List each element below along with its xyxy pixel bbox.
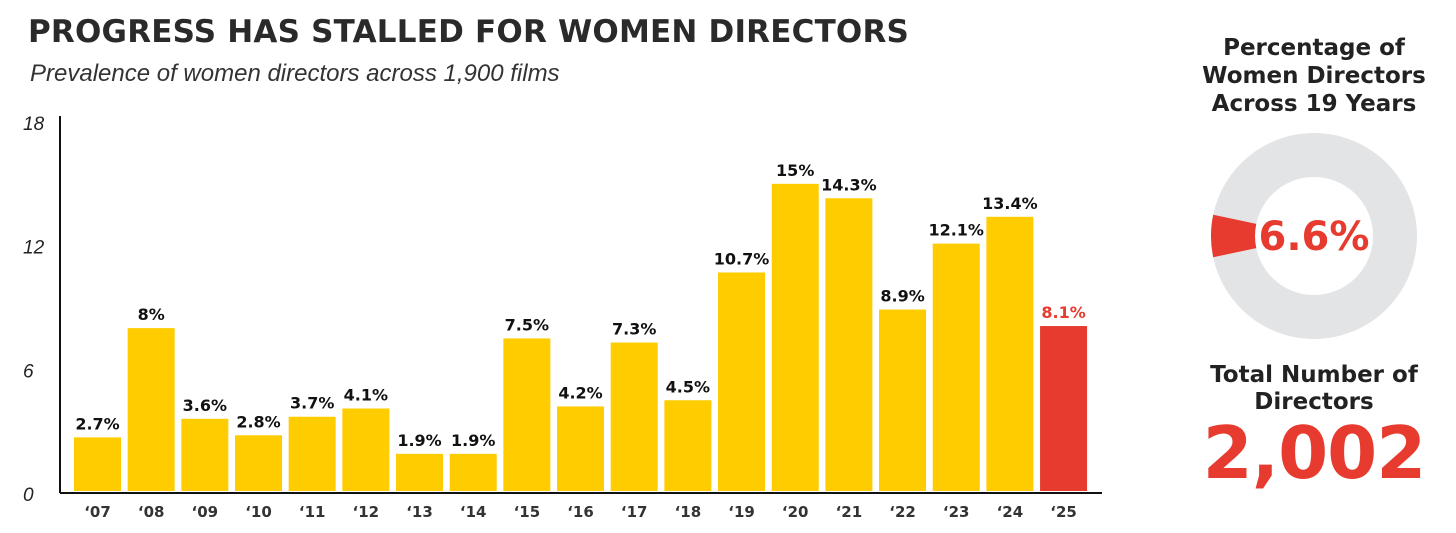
bar-value-label: 3.6% xyxy=(183,396,227,415)
x-tick-label: ‘08 xyxy=(138,503,165,521)
y-tick-label: 6 xyxy=(23,361,34,382)
bar xyxy=(986,216,1034,492)
bar-labels: 2.7% 8% 3.6% 2.8% 3.7% 4.1% 1.9% 1.9% 7.5% 4.2% 7.… xyxy=(75,161,1085,450)
x-tick-label: ‘10 xyxy=(245,503,272,521)
bar xyxy=(396,453,444,491)
x-tick-label: ‘25 xyxy=(1050,503,1077,521)
bar-value-label: 3.7% xyxy=(290,394,334,413)
x-tick-label: ‘07 xyxy=(84,503,111,521)
donut-value-arc xyxy=(1211,214,1257,258)
bar-value-label: 8% xyxy=(138,305,165,324)
donut-value-label: 6.6% xyxy=(1259,214,1370,260)
donut-title: Percentage of Women Directors Across 19 … xyxy=(1202,35,1426,117)
bar-value-label: 10.7% xyxy=(714,249,770,268)
bar-value-label: 15% xyxy=(776,161,814,180)
bar-value-label: 7.3% xyxy=(612,320,656,339)
x-axis: ‘07 ‘08 ‘09 ‘10 ‘11 ‘12 ‘13 ‘14 ‘15 ‘16 ‘17 ‘18 ‘19 ‘… xyxy=(60,492,1102,521)
chart-title: PROGRESS HAS STALLED FOR WOMEN DIRECTORS xyxy=(28,14,910,50)
bar-value-label: 4.5% xyxy=(666,377,710,396)
x-tick-label: ‘16 xyxy=(567,503,594,521)
x-tick-label: ‘23 xyxy=(943,503,970,521)
bar xyxy=(932,243,980,491)
bar xyxy=(718,272,766,491)
y-tick-label: 18 xyxy=(23,114,45,135)
bar-value-label: 2.7% xyxy=(75,414,119,433)
x-tick-label: ‘17 xyxy=(621,503,648,521)
x-tick-label: ‘09 xyxy=(192,503,219,521)
total-directors-value: 2,002 xyxy=(1202,411,1427,495)
bar-value-label: 12.1% xyxy=(928,221,984,240)
bar xyxy=(127,328,175,491)
bar-value-label: 13.4% xyxy=(982,194,1038,213)
chart-subtitle: Prevalence of women directors across 1,9… xyxy=(30,60,560,87)
bar xyxy=(825,198,873,491)
x-tick-label: ‘15 xyxy=(514,503,541,521)
bar xyxy=(342,408,390,491)
bar-value-label: 2.8% xyxy=(236,412,280,431)
donut-chart: 6.6% xyxy=(1211,133,1417,339)
x-tick-label: ‘20 xyxy=(782,503,809,521)
bar xyxy=(610,342,658,491)
bar xyxy=(664,400,712,491)
x-tick-label: ‘21 xyxy=(836,503,863,521)
bar xyxy=(449,453,497,491)
bar-value-label: 4.1% xyxy=(344,385,388,404)
bar-value-label: 14.3% xyxy=(821,175,877,194)
bar xyxy=(557,406,605,491)
bars xyxy=(74,183,1088,492)
x-tick-label: ‘22 xyxy=(889,503,916,521)
x-tick-label: ‘18 xyxy=(675,503,702,521)
x-tick-label: ‘19 xyxy=(728,503,755,521)
bar-chart: 0 6 12 18 2.7% 8% 3.6% 2.8% 3.7% 4.1% 1.9% 1.9% 7.5… xyxy=(23,114,1102,521)
bar-value-label: 8.1% xyxy=(1041,303,1085,322)
total-directors-title: Total Number of Directors xyxy=(1210,362,1418,415)
y-tick-label: 0 xyxy=(23,485,34,506)
y-tick-label: 12 xyxy=(23,238,45,259)
x-tick-label: ‘24 xyxy=(997,503,1024,521)
x-tick-label: ‘14 xyxy=(460,503,487,521)
bar xyxy=(771,183,819,492)
x-tick-label: ‘12 xyxy=(353,503,380,521)
bar-value-label: 1.9% xyxy=(397,431,441,450)
bar xyxy=(288,416,336,491)
bar xyxy=(879,309,927,491)
bar xyxy=(235,435,283,491)
bar-value-label: 7.5% xyxy=(505,315,549,334)
bar-value-label: 4.2% xyxy=(558,383,602,402)
bar xyxy=(503,338,551,491)
x-tick-label: ‘11 xyxy=(299,503,326,521)
y-axis: 0 6 12 18 xyxy=(23,114,61,506)
bar-value-label: 8.9% xyxy=(880,287,924,306)
bar xyxy=(1040,326,1088,491)
bar xyxy=(181,418,229,491)
bar xyxy=(74,437,121,491)
x-tick-label: ‘13 xyxy=(406,503,433,521)
bar-value-label: 1.9% xyxy=(451,431,495,450)
